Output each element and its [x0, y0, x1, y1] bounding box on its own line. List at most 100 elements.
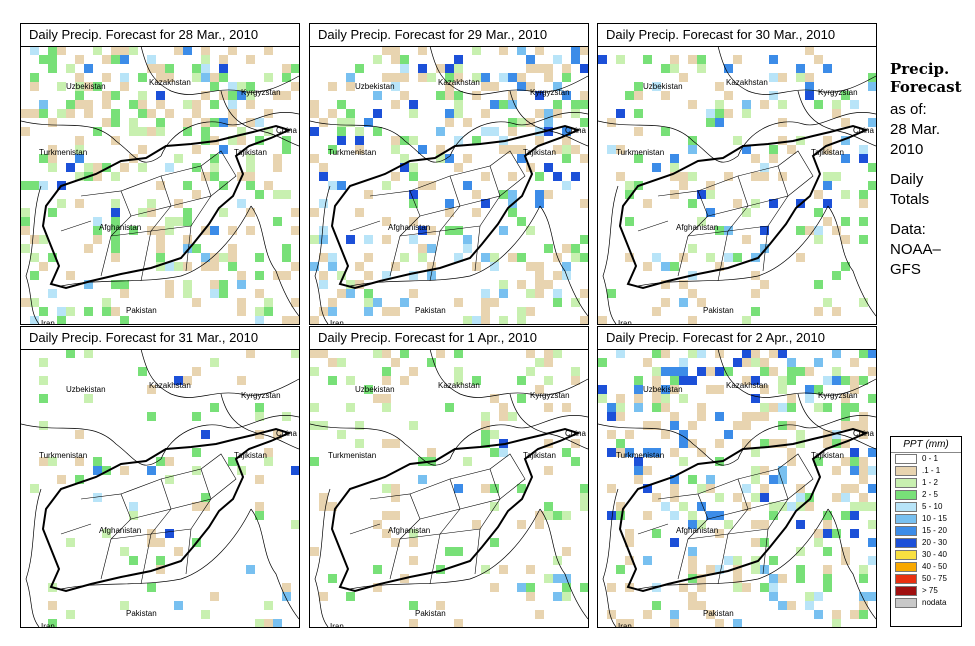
precip-cell: [796, 73, 805, 82]
precip-cell: [796, 253, 805, 262]
precip-cell: [841, 511, 850, 520]
precip-cell: [111, 280, 120, 289]
precip-cell: [823, 565, 832, 574]
precip-cell: [544, 64, 553, 73]
province-border: [409, 478, 461, 520]
precip-cell: [30, 271, 39, 280]
province-border: [120, 478, 172, 520]
legend-swatch: [895, 538, 917, 548]
precip-cell: [102, 307, 111, 316]
precip-cell: [409, 556, 418, 565]
precip-cell: [264, 181, 273, 190]
precip-cell: [706, 511, 715, 520]
precip-cell: [346, 289, 355, 298]
precip-cell: [535, 271, 544, 280]
precip-cell: [580, 91, 588, 100]
precip-cell: [328, 358, 337, 367]
legend-label: 20 - 30: [922, 538, 947, 547]
precip-cell: [373, 349, 382, 358]
precip-cell: [805, 601, 814, 610]
precip-cell: [607, 484, 616, 493]
precip-cell: [859, 190, 868, 199]
precip-cell: [391, 55, 400, 64]
precip-cell: [454, 367, 463, 376]
precip-cell: [102, 73, 111, 82]
precip-cell: [264, 307, 273, 316]
precip-cell: [724, 109, 733, 118]
precip-cell: [670, 64, 679, 73]
precip-cell: [769, 583, 778, 592]
precip-cell: [661, 298, 670, 307]
precip-cell: [409, 289, 418, 298]
precip-cell: [643, 511, 652, 520]
country-label-kyrgyzstan: Kyrgyzstan: [818, 88, 858, 97]
precip-cell: [724, 91, 733, 100]
precip-cell: [670, 190, 679, 199]
precip-cell: [652, 448, 661, 457]
precip-cell: [192, 145, 201, 154]
precip-cell: [210, 226, 219, 235]
precip-legend: PPT (mm) 0 - 1 .1 - 1 1 - 2 2 - 5 5 - 10 10 -…: [890, 436, 962, 627]
precip-cell: [120, 289, 129, 298]
precip-cell: [111, 235, 120, 244]
forecast-panel: Daily Precip. Forecast for 2 Apr., 2010 K…: [597, 326, 877, 628]
precip-cell: [436, 601, 445, 610]
precip-cell: [769, 367, 778, 376]
precip-cell: [129, 100, 138, 109]
precip-cell: [355, 208, 364, 217]
precip-cell: [228, 457, 237, 466]
province-border: [100, 235, 112, 277]
precip-cell: [643, 448, 652, 457]
precip-cell: [508, 412, 517, 421]
precip-cell: [571, 367, 580, 376]
precip-cell: [237, 307, 246, 316]
precip-cell: [454, 349, 463, 358]
precip-cell: [273, 619, 282, 627]
precip-cell: [93, 172, 102, 181]
precip-cell: [706, 253, 715, 262]
precip-cell: [75, 172, 84, 181]
precip-cell: [823, 547, 832, 556]
precip-cell: [156, 118, 165, 127]
precip-cell: [364, 235, 373, 244]
precip-cell: [129, 226, 138, 235]
precip-cell: [787, 145, 796, 154]
precip-cell: [733, 565, 742, 574]
precip-cell: [607, 430, 616, 439]
legend-item: nodata: [891, 597, 961, 609]
precip-cell: [625, 448, 634, 457]
precip-cell: [607, 610, 616, 619]
legend-label: 0 - 1: [922, 454, 939, 463]
precip-cell: [472, 376, 481, 385]
precip-cell: [562, 403, 571, 412]
precip-cell: [382, 511, 391, 520]
precip-cell: [337, 181, 346, 190]
precip-cell: [526, 64, 535, 73]
precip-cell: [733, 583, 742, 592]
precip-cell: [183, 289, 192, 298]
precip-cell: [319, 502, 328, 511]
precip-cell: [841, 118, 850, 127]
country-border: [310, 423, 451, 466]
precip-cell: [841, 493, 850, 502]
precip-cell: [850, 484, 859, 493]
precip-cell: [652, 307, 661, 316]
precip-cell: [787, 502, 796, 511]
precip-cell: [526, 262, 535, 271]
precip-cell: [850, 511, 859, 520]
precip-cell: [391, 439, 400, 448]
precip-cell: [174, 601, 183, 610]
precip-cell: [373, 583, 382, 592]
precip-cell: [228, 244, 237, 253]
precip-cell: [787, 358, 796, 367]
precip-cell: [778, 475, 787, 484]
precip-cell: [201, 172, 210, 181]
legend-label: > 75: [922, 586, 938, 595]
precip-cell: [319, 172, 328, 181]
precip-cell: [111, 91, 120, 100]
country-label-china: China: [565, 126, 586, 135]
precip-cell: [751, 376, 760, 385]
precip-cell: [832, 610, 841, 619]
precip-cell: [138, 145, 147, 154]
precip-cell: [282, 253, 291, 262]
